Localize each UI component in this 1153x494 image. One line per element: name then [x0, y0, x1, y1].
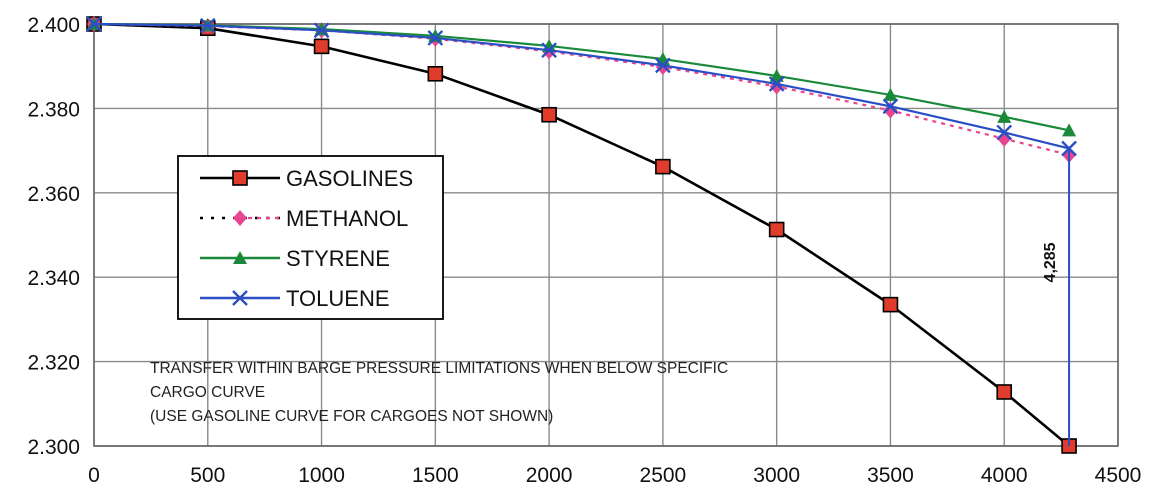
data-point-gasolines: [768, 221, 785, 238]
x-tick-label: 1000: [298, 464, 345, 487]
series-line-gasolines: [93, 22, 1070, 447]
data-point-gasolines: [541, 106, 557, 123]
data-point-toluene: [86, 16, 102, 32]
legend-marker-styrene: [233, 251, 247, 264]
legend-marker-gasolines: [232, 170, 248, 186]
vertical-marker-group: 4,285: [1042, 148, 1071, 446]
annotation-line: TRANSFER WITHIN BARGE PRESSURE LIMITATIO…: [150, 360, 728, 377]
data-point-toluene: [655, 57, 671, 74]
legend-marker-methanol: [233, 210, 247, 226]
y-tick-label: 2.340: [27, 267, 80, 290]
marker-stroke: [882, 98, 899, 115]
marker-stroke: [86, 16, 102, 32]
series-line-methanol: [93, 22, 1070, 156]
x-tick-label: 3000: [753, 464, 800, 487]
marker-stroke: [996, 124, 1013, 141]
legend-label-toluene: TOLUENE: [286, 286, 390, 311]
x-tick-label: 4500: [1095, 464, 1142, 487]
data-point-styrene: [883, 87, 898, 101]
data-point-gasolines: [996, 384, 1013, 400]
legend-label-methanol: METHANOL: [286, 206, 408, 231]
marker-stroke: [768, 76, 785, 92]
series-group: [86, 16, 1077, 454]
marker-stroke: [655, 57, 671, 74]
plot-border: [93, 23, 1119, 447]
marker-stroke: [427, 30, 444, 46]
marker-stroke: [232, 290, 248, 306]
data-point-gasolines: [313, 38, 330, 55]
data-point-styrene: [314, 22, 329, 36]
marker-stroke: [199, 17, 216, 34]
annotation-group: TRANSFER WITHIN BARGE PRESSURE LIMITATIO…: [150, 360, 728, 425]
x-tick-label: 1500: [412, 464, 459, 487]
annotation-line: (USE GASOLINE CURVE FOR CARGOES NOT SHOW…: [150, 408, 553, 425]
data-point-gasolines: [655, 158, 671, 175]
x-tick-label: 4000: [981, 464, 1028, 487]
data-point-toluene: [882, 98, 899, 115]
legend: GASOLINES METHANOL STYRENE TOLUENE: [177, 155, 444, 320]
x-tick-label: 2000: [526, 464, 573, 487]
marker-stroke: [541, 42, 557, 59]
y-tick-label: 2.360: [27, 183, 80, 206]
y-tick-label: 2.400: [27, 14, 80, 37]
y-tick-label: 2.320: [27, 352, 80, 375]
data-point-gasolines: [882, 296, 899, 313]
data-point-styrene: [1062, 123, 1077, 137]
data-point-gasolines: [427, 65, 444, 82]
data-point-toluene: [996, 124, 1013, 141]
data-point-styrene: [769, 68, 784, 82]
series-line-toluene: [93, 22, 1070, 150]
data-point-toluene: [768, 76, 785, 92]
data-point-toluene: [313, 22, 330, 39]
vertical-marker-label: 4,285: [1042, 242, 1059, 282]
data-point-toluene: [199, 17, 216, 34]
x-tick-label: 500: [190, 464, 225, 487]
y-tick-label: 2.380: [27, 98, 80, 121]
x-tick-label: 2500: [640, 464, 687, 487]
legend-label-gasolines: GASOLINES: [286, 166, 413, 191]
data-point-toluene: [541, 42, 557, 59]
y-tick-label: 2.300: [27, 436, 80, 459]
axes: 0 500 1000 1500 2000 2500 3000 3500 4000 4500 2.30…: [27, 14, 1141, 487]
x-tick-label: 3500: [867, 464, 914, 487]
legend-marker-toluene: [232, 290, 248, 306]
legend-label-styrene: STYRENE: [286, 246, 390, 271]
annotation-line: CARGO CURVE: [150, 384, 265, 401]
legend-box: [177, 155, 444, 320]
data-point-styrene: [997, 109, 1012, 123]
data-point-toluene: [427, 30, 444, 46]
x-tick-label: 0: [88, 464, 100, 487]
marker-stroke: [313, 22, 330, 39]
